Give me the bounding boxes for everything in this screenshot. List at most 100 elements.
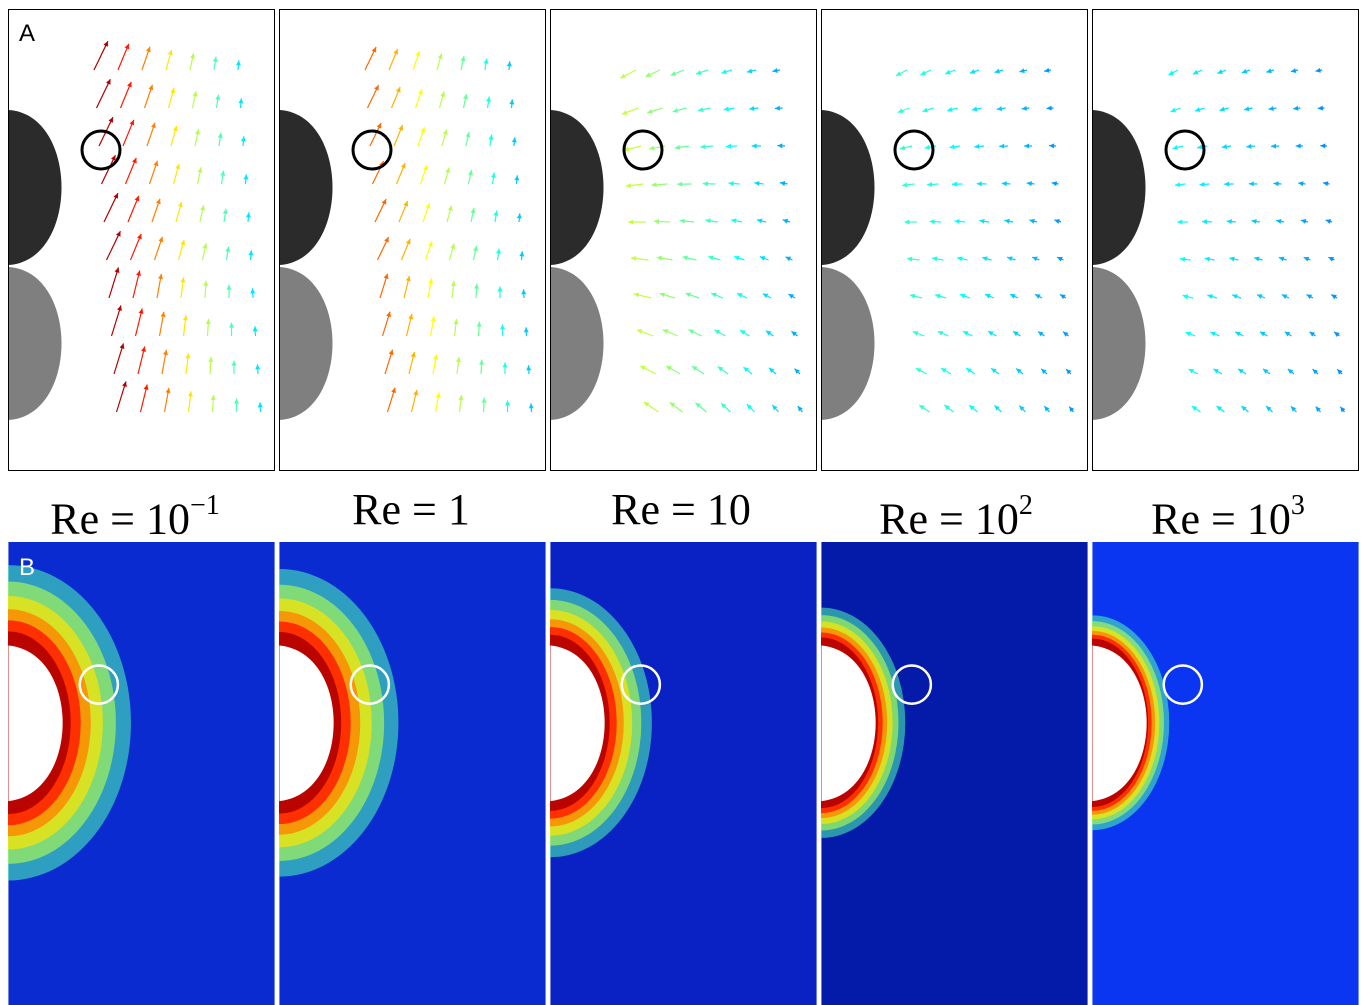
field-panel-re-0.1 [8,542,275,1005]
velocity-arrowhead [1312,369,1318,375]
velocity-arrowhead [1019,68,1025,74]
velocity-arrowhead [158,236,164,243]
lower-cylinder [280,267,333,420]
reynolds-label-5: Re = 103 [1093,480,1363,550]
velocity-arrowhead [922,107,929,113]
velocity-arrow [108,267,120,299]
velocity-arrowhead [756,218,763,224]
concentration-field-5 [1092,542,1359,1005]
velocity-arrowhead [240,136,246,142]
velocity-arrowhead [1303,256,1310,262]
velocity-arrowhead [974,143,980,149]
velocity-arrowhead [994,405,1000,411]
velocity-arrowhead [150,122,156,129]
upper-cylinder [9,110,62,265]
velocity-arrowhead [734,255,740,261]
reynolds-label-2-prefix: Re = [352,485,448,534]
velocity-arrowhead [136,270,141,276]
velocity-arrowhead [398,124,404,131]
velocity-arrowhead [245,212,251,218]
vector-panel-re-10 [550,9,817,471]
probe-circle [1164,129,1206,171]
velocity-arrowhead [902,182,908,188]
velocity-arrowhead [1281,294,1288,299]
velocity-arrowhead [500,324,505,330]
velocity-arrowhead [257,402,263,408]
velocity-arrowhead [1241,405,1247,412]
velocity-arrowhead [222,208,228,215]
velocity-arrowhead [117,305,122,311]
velocity-arrowhead [1013,331,1019,337]
reynolds-label-5-prefix: Re = [1151,494,1247,544]
velocity-arrowhead [1217,69,1223,74]
velocity-arrowhead [1021,105,1027,111]
velocity-arrowhead [1044,406,1050,412]
velocity-arrowhead [625,183,632,189]
velocity-arrowhead [1060,294,1066,300]
probe-circle [893,129,935,171]
velocity-arrow [113,343,125,375]
velocity-arrowhead [633,292,640,298]
velocity-arrowhead [971,106,978,112]
velocity-arrowhead [450,280,456,287]
cylinder-cutout [8,645,63,802]
velocity-arrowhead [636,329,643,334]
velocity-arrowhead [455,356,461,363]
velocity-arrowhead [371,47,377,53]
velocity-arrowhead [1044,67,1050,73]
velocity-arrowhead [238,98,244,104]
velocity-arrowhead [177,201,183,208]
velocity-arrowhead [1315,67,1321,73]
velocity-arrowhead [113,193,118,199]
velocity-arrowhead [951,181,957,187]
cylinder-cutout [1092,645,1147,802]
velocity-arrowhead [779,181,786,186]
velocity-arrowhead [677,181,683,187]
reynolds-label-4-base: 10 [974,494,1019,544]
velocity-arrowhead [505,400,510,406]
velocity-arrowhead [202,243,208,249]
velocity-arrowhead [170,87,176,94]
velocity-arrowhead [691,366,698,371]
velocity-arrow [100,154,116,185]
velocity-arrowhead [190,53,195,59]
velocity-arrowhead [215,94,221,101]
velocity-arrowhead [1259,331,1266,337]
velocity-arrow [110,305,122,337]
velocity-arrowhead [1035,294,1041,299]
velocity-arrowhead [1331,294,1337,300]
velocity-arrowhead [1276,218,1282,224]
velocity-arrowhead [197,167,203,173]
velocity-arrowhead [474,283,480,289]
velocity-arrowhead [794,368,800,374]
velocity-arrowhead [185,353,191,359]
velocity-arrowhead [932,256,938,262]
velocity-arrowhead [1290,68,1297,73]
probe-circle [1162,664,1204,705]
velocity-arrowhead [708,255,714,261]
probe-circle [351,129,393,171]
velocity-arrowhead [1185,331,1192,337]
velocity-arrowhead [1179,256,1186,262]
velocity-arrowhead [433,354,439,360]
reynolds-label-1-base: 10 [145,494,190,544]
field-panel-re-1000 [1092,542,1359,1005]
velocity-arrowhead [143,384,149,390]
velocity-arrowhead [785,256,792,262]
velocity-arrowhead [155,198,161,205]
reynolds-label-2-base: 1 [447,485,470,534]
velocity-arrowhead [476,321,482,327]
vector-field-5 [1093,67,1346,420]
velocity-arrowhead [428,278,434,284]
velocity-arrowhead [124,43,130,50]
velocity-arrowhead [148,84,154,91]
velocity-arrowhead [506,61,512,67]
velocity-arrowhead [899,145,906,151]
velocity-arrowhead [187,391,193,397]
velocity-arrowhead [122,381,127,387]
upper-cylinder [822,110,875,265]
velocity-arrowhead [937,331,944,336]
velocity-arrowhead [250,288,256,294]
velocity-arrowhead [1188,369,1195,374]
probe-circle [349,664,391,705]
